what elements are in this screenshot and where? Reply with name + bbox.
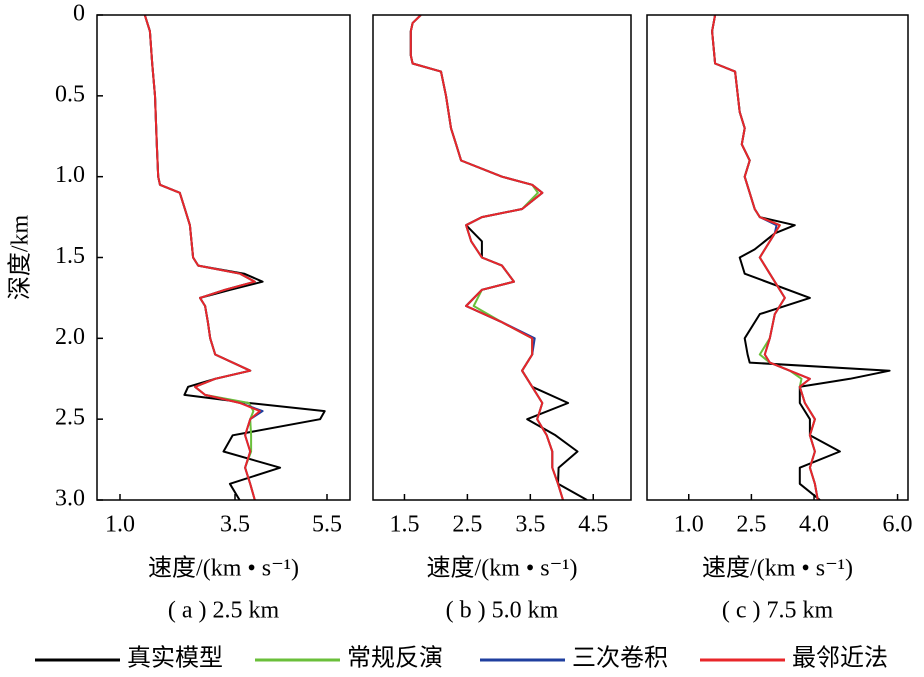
y-tick-label: 2.5 bbox=[55, 405, 85, 431]
y-axis-label: 深度/km bbox=[7, 215, 34, 301]
series-line bbox=[143, 15, 261, 500]
x-tick-label: 5.5 bbox=[312, 512, 342, 538]
x-tick-label: 2.5 bbox=[452, 512, 482, 538]
y-tick-label: 1.5 bbox=[55, 243, 85, 269]
x-axis-label: 速度/(km • s⁻¹) bbox=[148, 555, 299, 582]
series-line bbox=[143, 15, 326, 500]
plot-frame bbox=[96, 14, 351, 501]
y-tick-label: 2.0 bbox=[55, 324, 85, 350]
x-tick-label: 1.0 bbox=[105, 512, 135, 538]
x-axis-label: 速度/(km • s⁻¹) bbox=[427, 555, 578, 582]
legend-label: 真实模型 bbox=[127, 645, 223, 672]
series-line bbox=[711, 15, 819, 500]
series-line bbox=[143, 15, 256, 500]
y-tick-label: 1.0 bbox=[55, 162, 85, 188]
plot-frame bbox=[646, 14, 909, 501]
caption: ( c ) 7.5 km bbox=[722, 598, 834, 624]
x-tick-label: 6.0 bbox=[883, 512, 913, 538]
series-line bbox=[711, 15, 891, 500]
legend-label: 三次卷积 bbox=[572, 645, 668, 672]
y-tick-label: 0.5 bbox=[55, 81, 85, 107]
y-tick-label: 0 bbox=[73, 1, 85, 27]
x-tick-label: 1.5 bbox=[389, 512, 419, 538]
series-line bbox=[143, 15, 264, 500]
plot-frame bbox=[372, 14, 632, 501]
x-tick-label: 4.5 bbox=[578, 512, 608, 538]
caption: ( b ) 5.0 km bbox=[446, 598, 559, 624]
series-line bbox=[711, 15, 819, 500]
x-tick-label: 2.5 bbox=[736, 512, 766, 538]
x-tick-label: 3.5 bbox=[220, 512, 250, 538]
x-tick-label: 1.0 bbox=[674, 512, 704, 538]
x-tick-label: 3.5 bbox=[515, 512, 545, 538]
legend-label: 最邻近法 bbox=[792, 645, 888, 672]
x-tick-label: 4.0 bbox=[799, 512, 829, 538]
series-line bbox=[711, 15, 819, 500]
y-tick-label: 3.0 bbox=[55, 486, 85, 512]
legend-label: 常规反演 bbox=[347, 645, 443, 672]
series-line bbox=[409, 15, 564, 500]
series-line bbox=[409, 15, 588, 500]
caption: ( a ) 2.5 km bbox=[168, 598, 280, 624]
x-axis-label: 速度/(km • s⁻¹) bbox=[702, 555, 853, 582]
